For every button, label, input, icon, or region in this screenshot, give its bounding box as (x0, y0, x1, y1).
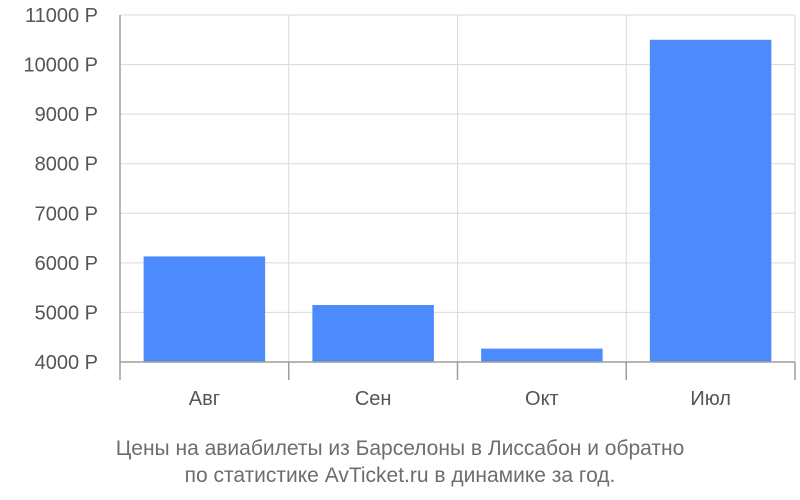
y-tick-label: 11000 Р (25, 5, 98, 27)
y-tick-label: 7000 Р (35, 203, 98, 225)
y-tick-label: 5000 Р (35, 302, 98, 324)
y-tick-label: 4000 Р (35, 352, 98, 374)
bar (143, 256, 266, 362)
x-axis-labels: Авг Сен Окт Июл (189, 388, 731, 410)
chart-caption-line-1: Цены на авиабилеты из Барселоны в Лиссаб… (116, 437, 685, 460)
chart-caption-line-2: по статистике AvTicket.ru в динамике за … (185, 464, 616, 487)
y-tick-label: 8000 Р (35, 154, 98, 176)
x-tick-label: Авг (189, 388, 220, 410)
bar (649, 39, 772, 363)
y-tick-label: 6000 Р (35, 253, 98, 275)
x-tick-label: Окт (525, 388, 559, 410)
y-axis-labels: 4000 Р 5000 Р 6000 Р 7000 Р 8000 Р 9000 Р 1000… (23, 5, 98, 374)
bar (312, 304, 434, 362)
y-tick-label: 9000 Р (35, 104, 98, 126)
x-tick-label: Сен (355, 388, 392, 410)
y-tick-label: 10000 Р (23, 55, 98, 77)
x-tick-label: Июл (690, 388, 731, 410)
axes (119, 15, 796, 380)
bar (481, 348, 603, 362)
bars (143, 39, 772, 363)
